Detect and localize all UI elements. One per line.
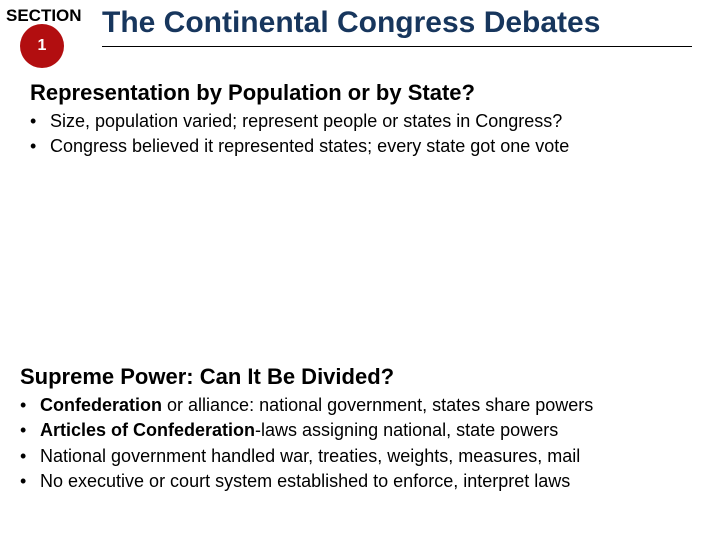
bullet-bold: Articles of Confederation bbox=[40, 420, 255, 440]
subheading-2: Supreme Power: Can It Be Divided? bbox=[20, 364, 394, 390]
title-underline bbox=[102, 46, 692, 47]
subheading-1: Representation by Population or by State… bbox=[30, 80, 475, 106]
bullet-bold: Confederation bbox=[40, 395, 162, 415]
section-label: SECTION bbox=[6, 6, 82, 26]
bullet-dot-icon: • bbox=[20, 470, 40, 493]
bullet-dot-icon: • bbox=[30, 110, 50, 133]
bullet-list-1: • Size, population varied; represent peo… bbox=[30, 110, 569, 161]
bullet-text: or alliance: national government, states… bbox=[162, 395, 593, 415]
slide-title: The Continental Congress Debates bbox=[102, 6, 600, 40]
bullet-text: No executive or court system established… bbox=[40, 471, 570, 491]
list-item: • Articles of Confederation-laws assigni… bbox=[20, 419, 593, 442]
bullet-text: -laws assigning national, state powers bbox=[255, 420, 558, 440]
list-item: • Size, population varied; represent peo… bbox=[30, 110, 569, 133]
bullet-dot-icon: • bbox=[20, 394, 40, 417]
bullet-dot-icon: • bbox=[20, 445, 40, 468]
bullet-list-2: • Confederation or alliance: national go… bbox=[20, 394, 593, 496]
section-number: 1 bbox=[38, 37, 47, 55]
section-number-circle: 1 bbox=[20, 24, 64, 68]
list-item: • No executive or court system establish… bbox=[20, 470, 593, 493]
list-item: • National government handled war, treat… bbox=[20, 445, 593, 468]
bullet-dot-icon: • bbox=[30, 135, 50, 158]
list-item: • Congress believed it represented state… bbox=[30, 135, 569, 158]
slide: SECTION 1 The Continental Congress Debat… bbox=[0, 0, 720, 540]
bullet-text: Congress believed it represented states;… bbox=[50, 136, 569, 156]
bullet-text: Size, population varied; represent peopl… bbox=[50, 111, 562, 131]
bullet-text: National government handled war, treatie… bbox=[40, 446, 580, 466]
bullet-dot-icon: • bbox=[20, 419, 40, 442]
list-item: • Confederation or alliance: national go… bbox=[20, 394, 593, 417]
